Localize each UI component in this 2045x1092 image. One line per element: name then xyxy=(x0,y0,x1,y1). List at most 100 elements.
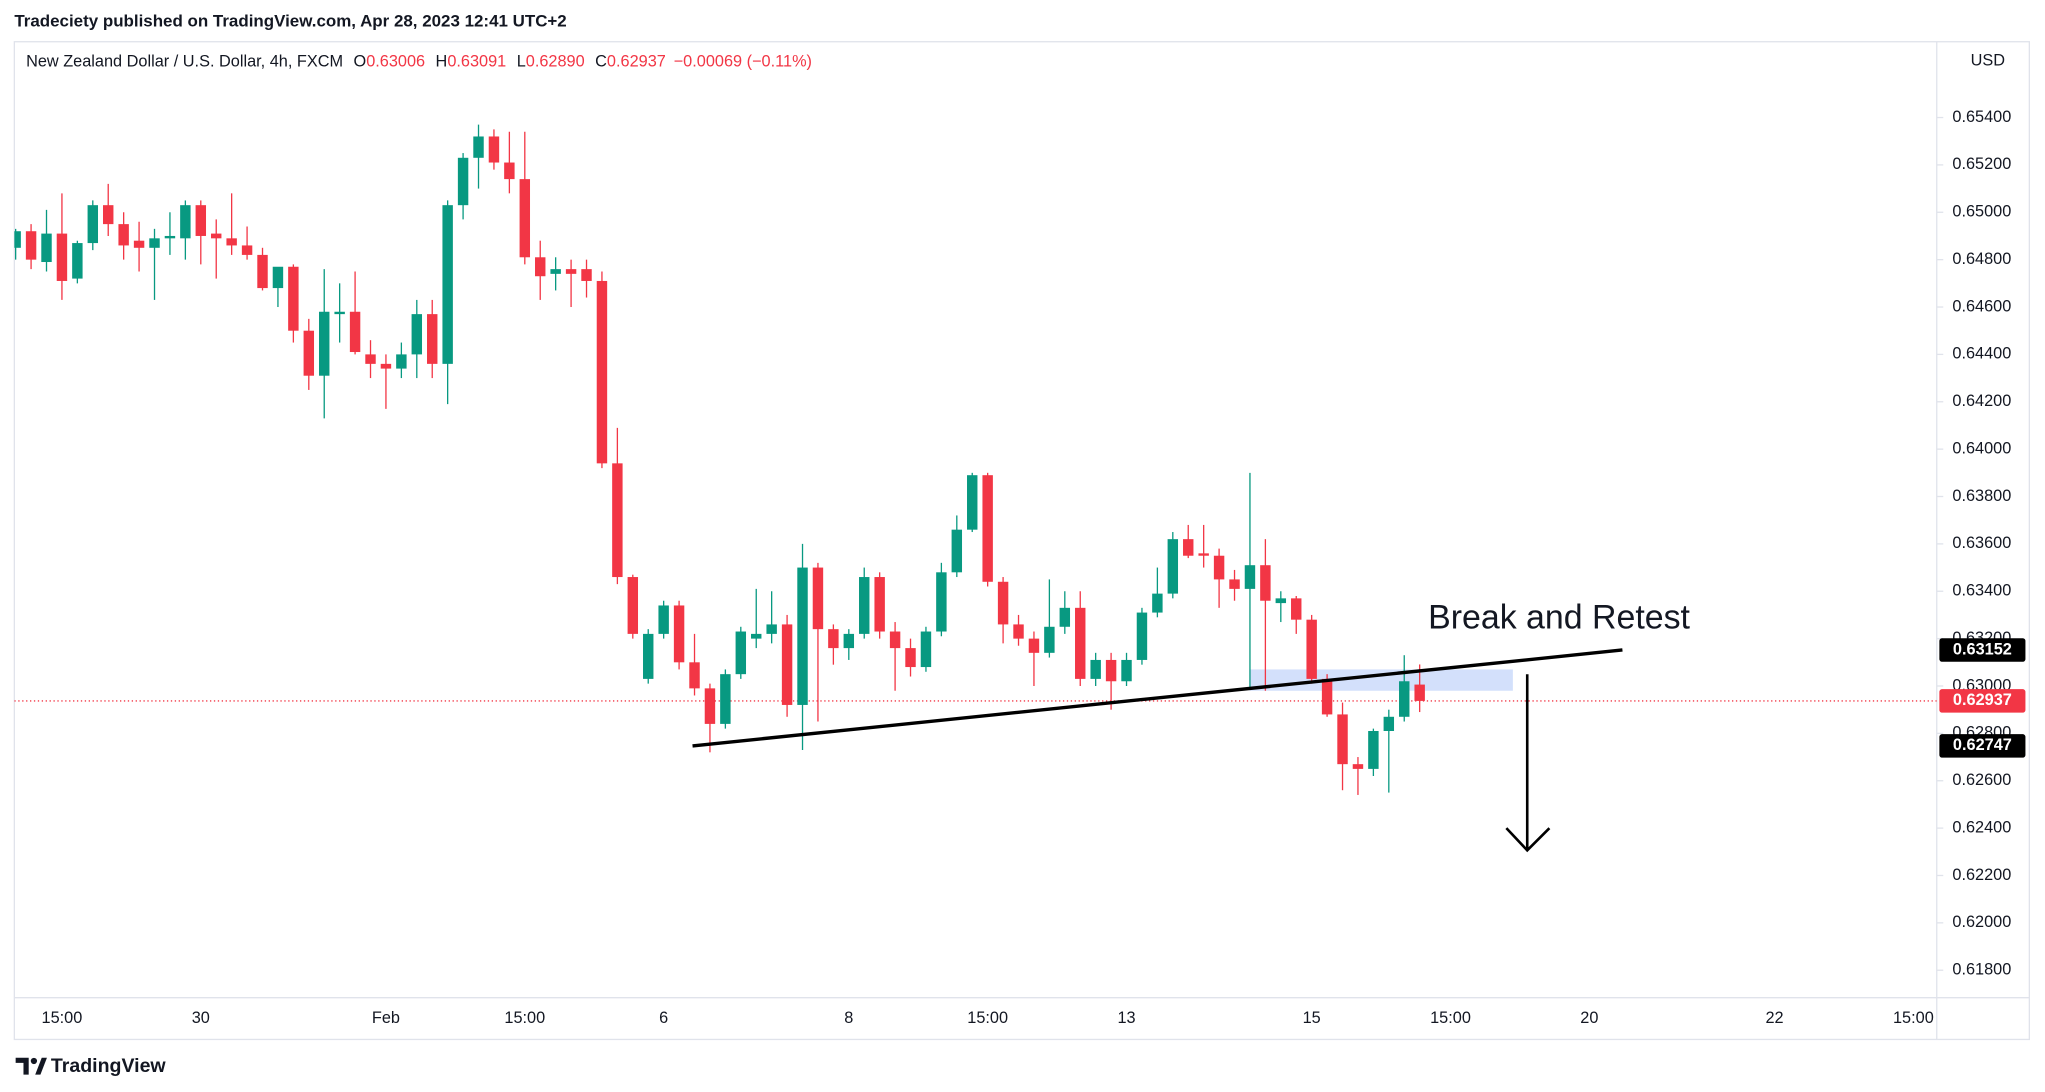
price-label-box xyxy=(1939,734,2026,758)
candle-body xyxy=(14,231,21,248)
candle-body xyxy=(257,254,268,289)
y-tick-label: 0.62200 xyxy=(1952,866,2011,884)
legend-key: L xyxy=(517,53,526,71)
candle-body xyxy=(951,529,963,573)
candle-body xyxy=(118,224,129,246)
candle-body xyxy=(1337,714,1348,765)
candle-body xyxy=(905,648,916,668)
candle-body xyxy=(1368,731,1379,769)
candle-body xyxy=(1152,593,1163,613)
down-arrow xyxy=(1505,674,1551,853)
candle-body xyxy=(1352,764,1364,769)
publisher-line: Tradeciety published on TradingView.com,… xyxy=(14,12,566,31)
x-tick-label: 15:00 xyxy=(1430,1009,1471,1027)
candle-body xyxy=(226,238,237,246)
candle-body xyxy=(272,266,284,289)
candle-body xyxy=(1275,598,1287,604)
y-tick-label: 0.62000 xyxy=(1952,913,2011,931)
y-tick-label: 0.64800 xyxy=(1952,250,2011,268)
legend-change: −0.00069 (−0.11%) xyxy=(674,53,812,71)
candle-body xyxy=(1321,678,1333,715)
y-tick-label: 0.61800 xyxy=(1952,961,2011,979)
x-tick-label: 15:00 xyxy=(967,1009,1008,1027)
annotation: Break and Retest xyxy=(1428,598,1690,636)
candle-body xyxy=(550,269,561,274)
candle-body xyxy=(673,605,685,663)
candle-body xyxy=(87,205,99,244)
chart-frame xyxy=(13,41,2031,1041)
candle-body xyxy=(1028,638,1040,653)
x-tick-label: 20 xyxy=(1580,1009,1598,1027)
legend-key: H xyxy=(436,53,448,71)
trend-line xyxy=(692,648,1623,748)
candle-body xyxy=(936,572,947,632)
price-label: 0.62937 xyxy=(1953,691,2012,709)
candle-body xyxy=(812,567,824,630)
candle-body xyxy=(1291,598,1302,620)
y-tick-label: 0.64400 xyxy=(1952,345,2011,363)
retest-zone xyxy=(1249,669,1513,691)
plot-area xyxy=(14,124,1937,795)
currency-label: USD xyxy=(1971,52,2005,70)
candle-body xyxy=(565,269,577,274)
y-tick-label: 0.64000 xyxy=(1952,439,2011,457)
y-tick-label: 0.64200 xyxy=(1952,392,2011,410)
candle-body xyxy=(1244,565,1256,589)
legend-value: 0.62890 xyxy=(526,53,585,71)
arrow-head xyxy=(1505,827,1551,853)
candle-body xyxy=(596,280,608,464)
candle-body xyxy=(859,577,870,634)
candle-body xyxy=(365,354,376,364)
x-tick-label: 13 xyxy=(1117,1009,1135,1027)
candle-body xyxy=(334,311,345,315)
candle-body xyxy=(1167,539,1179,594)
candle-body xyxy=(319,311,330,376)
y-tick-label: 0.65000 xyxy=(1952,203,2011,221)
x-tick-label: 30 xyxy=(192,1009,210,1027)
candle-body xyxy=(1183,539,1194,556)
candle-body xyxy=(25,231,37,260)
candle-body xyxy=(1105,659,1117,682)
candle-body xyxy=(843,633,855,649)
candle-body xyxy=(658,605,669,634)
candle-body xyxy=(612,463,623,578)
candle-body xyxy=(56,233,68,281)
candle-body xyxy=(473,136,484,158)
candle-body xyxy=(997,581,1009,625)
candle-body xyxy=(766,624,777,634)
candle-body xyxy=(303,330,315,376)
legend-key: C xyxy=(595,53,607,71)
y-tick-label: 0.65400 xyxy=(1952,108,2011,126)
candle-body xyxy=(504,162,515,180)
candle-body xyxy=(1213,555,1225,580)
candle-body xyxy=(211,233,222,239)
candle-body xyxy=(874,577,885,632)
candle-body xyxy=(457,157,469,206)
logo-mark xyxy=(15,1057,29,1075)
candle-body xyxy=(1136,612,1148,660)
price-label-box xyxy=(1939,689,2026,713)
legend-key: O xyxy=(354,53,367,71)
y-tick-label: 0.63400 xyxy=(1952,582,2011,600)
candle-body xyxy=(380,363,392,369)
candle-body xyxy=(1013,624,1024,639)
candle-body xyxy=(982,475,993,582)
candle-body xyxy=(180,205,191,239)
candle-body xyxy=(704,688,716,724)
candle-body xyxy=(103,205,114,225)
candle-body xyxy=(967,475,978,530)
candle-body xyxy=(889,631,901,649)
candle-body xyxy=(1090,659,1101,679)
y-tick-label: 0.64600 xyxy=(1952,297,2011,315)
y-tick-label: 0.62600 xyxy=(1952,771,2011,789)
x-tick-label: 6 xyxy=(659,1009,668,1027)
candle-body xyxy=(519,179,531,258)
candle-body xyxy=(581,269,592,281)
x-tick-label: 15 xyxy=(1303,1009,1321,1027)
y-tick-label: 0.63600 xyxy=(1952,534,2011,552)
y-tick-label: 0.62400 xyxy=(1952,818,2011,836)
candle-body xyxy=(797,567,808,705)
candle-body xyxy=(720,674,731,724)
